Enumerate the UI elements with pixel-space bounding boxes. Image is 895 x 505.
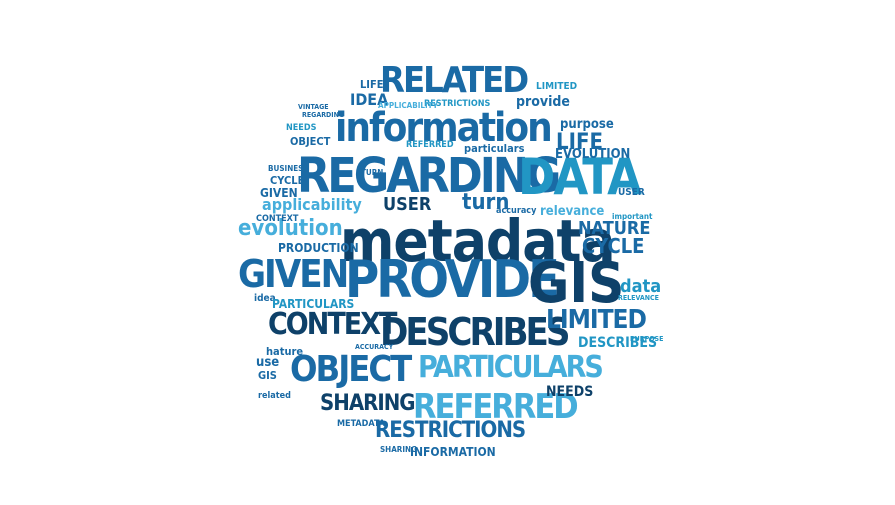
word-particulars-small2: PARTICULARS (272, 297, 355, 311)
word-gis-small: GIS (258, 369, 277, 382)
word-cycle-small: CYCLE (270, 174, 305, 187)
word-production: PRODUCTION (278, 241, 359, 255)
word-relevance: relevance (540, 204, 605, 219)
word-important: important (612, 212, 653, 221)
word-applicability-small: APPLICABILITY (378, 101, 438, 110)
word-provide-small: provide (516, 94, 570, 110)
word-context-small: CONTEXT (256, 214, 299, 224)
word-describes: DESCRIBES (380, 310, 571, 354)
word-sharing-small: SHARING (380, 445, 417, 454)
word-information-small: INFORMATION (410, 445, 496, 459)
word-limited-small: LIMITED (536, 81, 578, 92)
word-vintage: VINTAGE (298, 103, 329, 111)
word-metadata: metadata (340, 207, 616, 275)
word-purpose: purpose (560, 117, 614, 132)
word-object-small: OBJECT (290, 135, 331, 148)
word-regarding-small: REGARDING (302, 111, 345, 119)
word-information: information (335, 105, 553, 151)
word-turn: turn (462, 190, 510, 215)
word-provide: PROVIDE (345, 250, 560, 310)
word-restrictions-small: RESTRICTIONS (424, 99, 491, 109)
word-turn-small: TURN (361, 168, 384, 177)
word-describes-small: DESCRIBES (578, 335, 658, 351)
word-given: GIVEN (238, 252, 349, 296)
word-accuracy: accuracy (496, 206, 537, 216)
word-referred: REFERRED (413, 387, 579, 427)
word-needs: NEEDS (546, 384, 594, 400)
word-nature: NATURE (578, 218, 651, 239)
word-context: CONTEXT (268, 307, 397, 342)
word-data-lower: data (620, 276, 662, 297)
word-idea: IDEA (350, 90, 389, 109)
word-related: RELATED (380, 60, 529, 101)
word-cycle: CYCLE (582, 234, 645, 258)
word-particulars: PARTICULARS (418, 350, 604, 385)
word-business: BUSINESS (268, 164, 309, 173)
word-user-small: USER (618, 187, 645, 198)
word-evolution-small: EVOLUTION (555, 147, 631, 162)
word-particulars-small: particulars (464, 142, 525, 155)
word-gis: GIS (528, 251, 625, 316)
word-use: use (256, 355, 280, 370)
word-restrictions: RESTRICTIONS (375, 418, 526, 443)
word-object: OBJECT (290, 349, 412, 390)
word-regarding: REGARDING (297, 148, 561, 204)
word-evolution: evolution (238, 216, 343, 241)
word-referred-small: REFERRED (406, 140, 454, 150)
word-relevance-small: RELEVANCE (618, 294, 659, 302)
word-data: DATA (518, 148, 642, 206)
word-limited: LIMITED (546, 305, 647, 335)
word-accuracy-small: ACCURACY (355, 343, 394, 351)
word-metadata-small: METADATA (337, 419, 386, 429)
word-related-small: related (258, 391, 291, 401)
word-idea-small: idea (254, 293, 276, 304)
word-needs-small: NEEDS (286, 123, 317, 133)
word-purpose-small: PURPOSE (630, 335, 664, 343)
word-sharing: SHARING (320, 391, 416, 416)
word-applicability: applicability (262, 195, 362, 214)
word-hature: hature (266, 345, 304, 358)
word-life-small: LIFE (360, 78, 384, 91)
word-life: LIFE (556, 130, 604, 155)
word-user: USER (383, 194, 432, 215)
word-given-small: GIVEN (260, 186, 298, 200)
